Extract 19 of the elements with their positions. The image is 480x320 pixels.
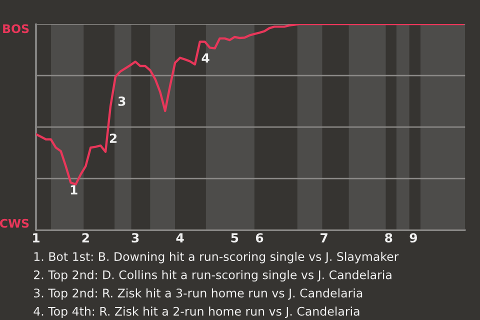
- x-tick-label: 8: [385, 233, 392, 243]
- annotation: 3: [118, 96, 126, 106]
- text: 1. Bot 1st: B. Downing hit a run-scoring single vs J. Slaymaker: [34, 252, 399, 264]
- x-tick-label: 4: [176, 233, 184, 242]
- x-tick-label: 9: [410, 233, 418, 243]
- x-tick-label: 2: [82, 233, 89, 242]
- annotation: 4: [202, 53, 210, 62]
- x-tick-label: 5: [231, 233, 238, 243]
- x-tick-label: 1: [33, 233, 40, 242]
- text: 4. Top 4th: R. Zisk hit a 2-run home run vs J. Candelaria: [34, 306, 360, 318]
- text: CWS: [0, 218, 29, 228]
- x-tick-label: 6: [256, 233, 264, 243]
- x-tick-label: 7: [320, 233, 328, 242]
- text: 2. Top 2nd: D. Collins hit a run-scoring single vs J. Candelaria: [34, 270, 392, 282]
- x-tick-label: 3: [132, 233, 139, 243]
- text: BOS: [3, 24, 29, 34]
- annotation: 2: [110, 134, 117, 143]
- text: 3. Top 2nd: R. Zisk hit a 3-run home run vs J. Candelaria: [34, 288, 362, 300]
- annotation: 1: [70, 185, 78, 194]
